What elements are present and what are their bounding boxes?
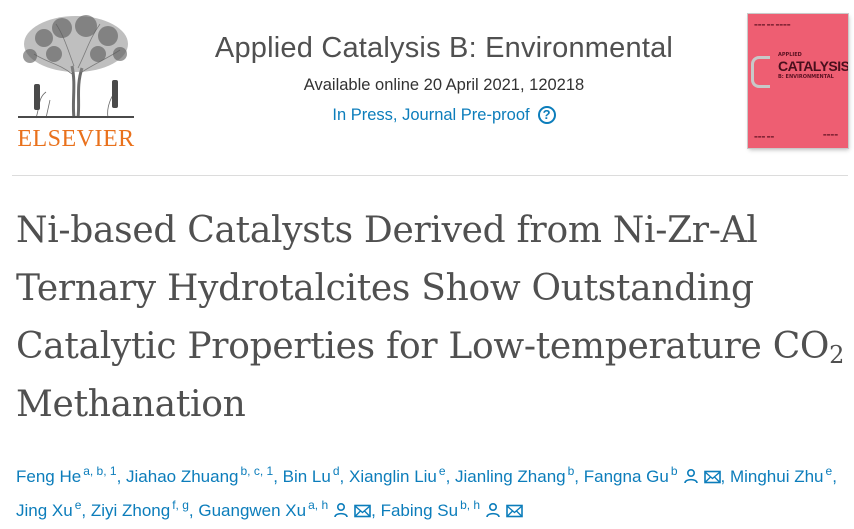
author-link[interactable]: Minghui Zhu e [729, 464, 833, 486]
person-icon[interactable] [683, 463, 699, 495]
author-affiliation: b [670, 464, 678, 478]
cover-name-top: APPLIED [778, 52, 802, 58]
author-affiliation: d [332, 464, 340, 478]
author-link[interactable]: Fabing Su b, h [380, 498, 524, 520]
envelope-icon[interactable] [506, 497, 523, 529]
availability-date: Available online 20 April 2021, 120218 [303, 76, 585, 94]
article-title-main: Ni-based Catalysts Derived from Ni-Zr-Al… [16, 210, 830, 367]
author-name: Feng He [16, 467, 82, 486]
journal-header: Applied Catalysis B: Environmental Avail… [150, 30, 738, 126]
author-separator: , [339, 467, 349, 486]
cover-header-text: ▬▬▬ ▬▬ ▬▬▬▬ [754, 22, 791, 27]
cover-footer-logo: ▬▬▬▬ [822, 132, 838, 137]
author-separator: , [273, 467, 283, 486]
author-separator: , [720, 467, 730, 486]
article-title: Ni-based Catalysts Derived from Ni-Zr-Al… [16, 202, 846, 434]
cover-name-main: CATALYSIS [778, 58, 848, 74]
author-affiliation: b, h [460, 498, 481, 512]
cover-graphic-icon [751, 56, 770, 88]
author-separator: , [832, 467, 837, 486]
author-name: Xianglin Liu [348, 467, 437, 486]
article-title-end: Methanation [16, 384, 246, 425]
author-name: Jiahao Zhuang [126, 467, 239, 486]
author-name: Guangwen Xu [198, 501, 307, 520]
article-status: In Press, Journal Pre-proof ? [332, 104, 556, 126]
author-link[interactable]: Jianling Zhang b [455, 464, 575, 486]
author-affiliation: a, b, 1 [83, 464, 117, 478]
person-icon[interactable] [333, 497, 349, 529]
author-link[interactable]: Xianglin Liu e [348, 464, 446, 486]
author-name: Jing Xu [16, 501, 73, 520]
author-name: Fangna Gu [583, 467, 669, 486]
author-name: Ziyi Zhong [90, 501, 171, 520]
author-list: Feng He a, b, 1, Jiahao Zhuang b, c, 1, Bi… [16, 461, 852, 529]
elsevier-wordmark: ELSEVIER [17, 126, 135, 152]
author-link[interactable]: Ziyi Zhong f, g [90, 498, 189, 520]
journal-cover-thumbnail[interactable]: ▬▬▬ ▬▬ ▬▬▬▬ APPLIED CATALYSIS B: ENVIRON… [748, 14, 848, 148]
envelope-icon[interactable] [354, 497, 371, 529]
author-separator: , [116, 467, 127, 486]
author-link[interactable]: Jing Xu e [16, 498, 82, 520]
cover-name-sub: B: ENVIRONMENTAL [778, 74, 834, 80]
author-separator: , [445, 467, 456, 486]
header-divider [12, 175, 848, 176]
envelope-icon[interactable] [703, 463, 721, 495]
author-affiliation: b, c, 1 [240, 464, 274, 478]
help-icon[interactable]: ? [537, 106, 556, 124]
author-affiliation: e [825, 464, 833, 478]
person-icon[interactable] [485, 497, 501, 529]
status-link[interactable]: In Press, Journal Pre-proof [332, 106, 530, 124]
author-link[interactable]: Jiahao Zhuang b, c, 1 [126, 464, 274, 486]
author-name: Minghui Zhu [729, 467, 824, 486]
author-separator: , [188, 501, 199, 520]
author-separator: , [574, 467, 584, 486]
author-link[interactable]: Feng He a, b, 1 [16, 464, 117, 486]
author-separator: , [371, 501, 381, 520]
author-name: Jianling Zhang [455, 467, 566, 486]
author-affiliation: e [74, 498, 82, 512]
author-name: Bin Lu [282, 467, 331, 486]
author-link[interactable]: Guangwen Xu a, h [198, 498, 371, 520]
author-link[interactable]: Bin Lu d [282, 464, 340, 486]
author-affiliation: a, h [308, 498, 329, 512]
elsevier-logo[interactable]: ELSEVIER [12, 14, 140, 152]
cover-footer-text: ▬▬▬ ▬▬ [754, 134, 775, 139]
author-link[interactable]: Fangna Gu b [583, 464, 721, 486]
author-name: Fabing Su [380, 501, 459, 520]
author-affiliation: b [567, 464, 575, 478]
journal-title-link[interactable]: Applied Catalysis B: Environmental [214, 32, 674, 64]
article-title-subscript: 2 [829, 341, 845, 369]
author-affiliation: e [438, 464, 446, 478]
elsevier-tree-icon [18, 15, 134, 119]
author-separator: , [81, 501, 91, 520]
author-affiliation: f, g [172, 498, 189, 512]
